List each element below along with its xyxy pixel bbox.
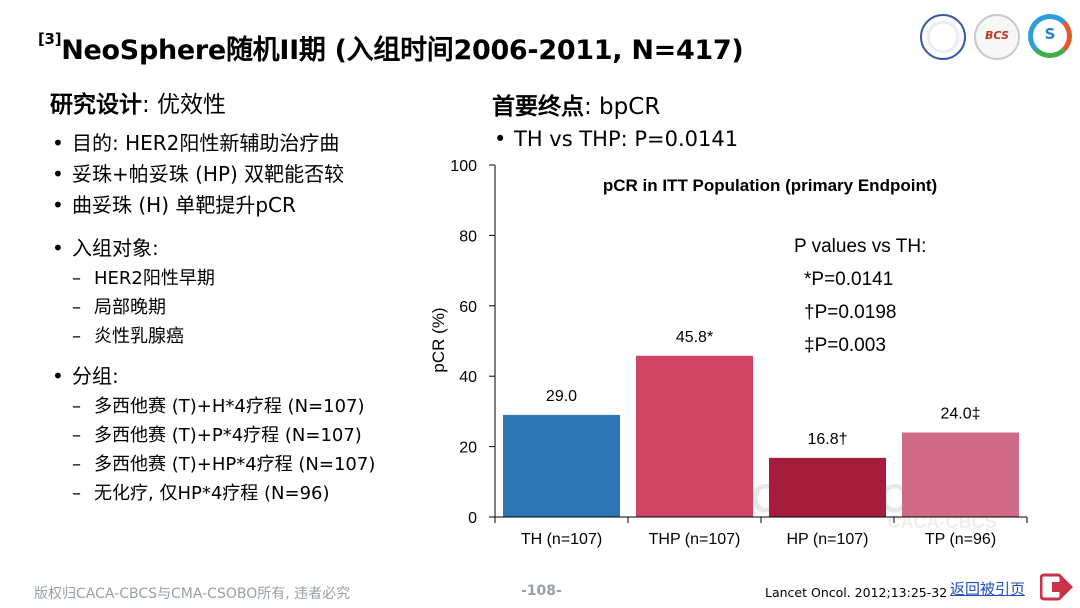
title-text: NeoSphere随机II期 (入组时间2006-2011, N=417) [61, 35, 744, 66]
p-value-line-1: *P=0.0141 [804, 269, 893, 290]
sub-item: 炎性乳腺癌 [50, 322, 450, 351]
data-label-3: 16.8† [807, 431, 847, 448]
x-tick-label-1: TH (n=107) [521, 531, 602, 548]
back-to-reference-link[interactable]: 返回被引页 [950, 580, 1026, 598]
bullet-line: 妥珠+帕妥珠 (HP) 双靶能否较 [50, 159, 450, 190]
back-arrow-icon[interactable] [1040, 572, 1074, 602]
sub-item: 多西他赛 (T)+H*4疗程 (N=107) [50, 392, 450, 421]
data-label-2: 45.8* [676, 329, 713, 346]
society-logo-text: S [1044, 25, 1056, 43]
data-label-4: 24.0‡ [940, 406, 980, 423]
sub-item: 无化疗, 仅HP*4疗程 (N=96) [50, 479, 450, 508]
chart-title: pCR in ITT Population (primary Endpoint) [603, 176, 937, 195]
page-number: -108- [521, 583, 562, 599]
society-logo-icon: S [1028, 14, 1072, 58]
bullet-line: 入组对象: [50, 233, 450, 264]
bullet-line: 曲妥珠 (H) 单靶提升pCR [50, 190, 450, 221]
sub-item: HER2阳性早期 [50, 264, 450, 293]
p-value-line-2: †P=0.0198 [804, 302, 896, 323]
x-tick-label-3: HP (n=107) [787, 531, 869, 548]
endpoint-heading-value: : bpCR [584, 94, 661, 120]
design-heading-label: 研究设计 [50, 92, 142, 118]
bullet-line: 分组: [50, 361, 450, 392]
sub-item: 多西他赛 (T)+P*4疗程 (N=107) [50, 421, 450, 450]
x-tick-label-2: THP (n=107) [649, 531, 741, 548]
design-heading: 研究设计: 优效性 [50, 85, 226, 119]
bullet-population: 入组对象: HER2阳性早期 局部晚期 炎性乳腺癌 [50, 233, 450, 351]
bullet-line: 目的: HER2阳性新辅助治疗曲 [50, 128, 450, 159]
design-heading-value: : 优效性 [142, 92, 227, 118]
bar-2 [635, 355, 754, 517]
logo-group: BCS S [920, 14, 1072, 60]
left-bullets: 目的: HER2阳性新辅助治疗曲 妥珠+帕妥珠 (HP) 双靶能否较 曲妥珠 (… [50, 128, 450, 508]
y-tick-label-2: 20 [459, 440, 477, 457]
bcs-logo-text: BCS [985, 29, 1009, 42]
y-tick-label-3: 40 [459, 369, 477, 386]
bullet-groups: 分组: 多西他赛 (T)+H*4疗程 (N=107) 多西他赛 (T)+P*4疗… [50, 361, 450, 508]
bar-1 [502, 414, 621, 517]
hospital-logo-icon [920, 14, 966, 60]
data-label-1: 29.0 [546, 388, 577, 405]
sub-item: 局部晚期 [50, 293, 450, 322]
y-tick-label-6: 100 [450, 158, 477, 175]
citation-text: Lancet Oncol. 2012;13:25-32 [765, 585, 948, 600]
p-value-line-3: ‡P=0.003 [804, 335, 886, 356]
sub-item: 多西他赛 (T)+HP*4疗程 (N=107) [50, 450, 450, 479]
bar-4 [901, 432, 1020, 517]
y-tick-label-1: 0 [468, 510, 477, 527]
slide-title: [3]NeoSphere随机II期 (入组时间2006-2011, N=417) [38, 28, 744, 67]
bullet-objective: 目的: HER2阳性新辅助治疗曲 妥珠+帕妥珠 (HP) 双靶能否较 曲妥珠 (… [50, 128, 450, 221]
bar-3 [768, 457, 887, 517]
endpoint-heading-label: 首要终点 [492, 94, 584, 120]
endpoint-bullet: TH vs THP: P=0.0141 [492, 124, 914, 155]
chart-y-axis-label: pCR (%) [429, 307, 448, 372]
y-tick-label-5: 80 [459, 228, 477, 245]
endpoint-heading: 首要终点: bpCR [492, 87, 660, 121]
copyright-text: 版权归CACA-CBCS与CMA-CSOBO所有, 违者必究 [34, 586, 351, 602]
bcs-logo-icon: BCS [974, 14, 1020, 60]
p-values-heading: P values vs TH: [794, 236, 926, 257]
x-tick-label-4: TP (n=96) [925, 531, 996, 548]
title-reference: [3] [38, 30, 62, 48]
y-tick-label-4: 60 [459, 299, 477, 316]
